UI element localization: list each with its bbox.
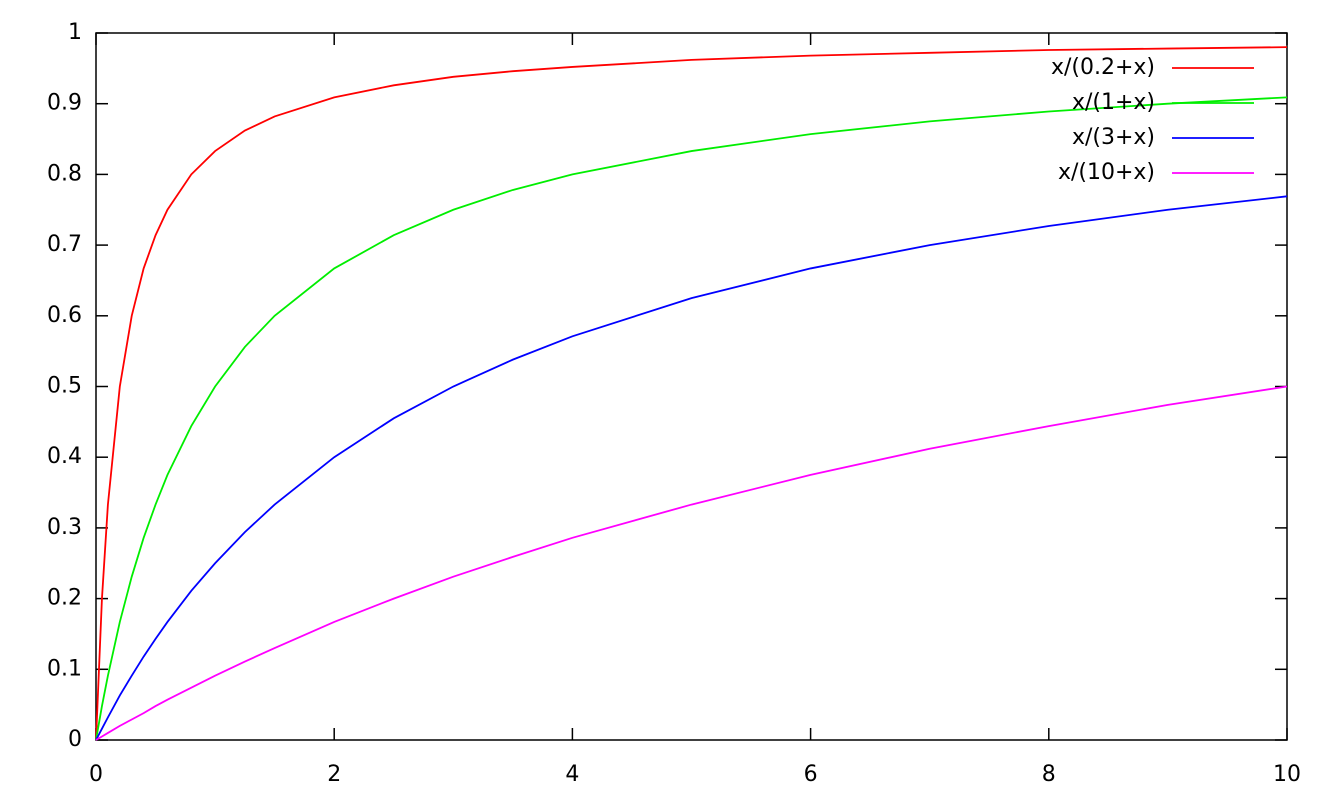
legend-label: x/(3+x) [1072,125,1155,150]
series-line [95,46,1288,741]
y-tick-label: 0.3 [47,515,82,540]
legend-label: x/(10+x) [1058,160,1155,185]
y-tick-label: 0.4 [47,444,82,469]
x-tick-label: 10 [1273,762,1301,787]
y-tick-label: 0 [68,727,82,752]
y-tick-label: 0.8 [47,161,82,186]
x-tick-label: 8 [1042,762,1056,787]
y-tick-label: 0.1 [47,656,82,681]
y-tick-label: 0.6 [47,303,82,328]
series-line [95,195,1288,741]
legend-label: x/(0.2+x) [1051,55,1155,80]
y-tick-label: 0.2 [47,586,82,611]
y-tick-label: 0.9 [47,91,82,116]
x-tick-label: 6 [804,762,818,787]
y-tick-label: 1 [68,20,82,45]
legend-label: x/(1+x) [1072,90,1155,115]
x-tick-label: 4 [565,762,579,787]
y-tick-label: 0.7 [47,232,82,257]
y-tick-label: 0.5 [47,374,82,399]
series-line [95,96,1288,741]
x-tick-label: 0 [89,762,103,787]
x-tick-label: 2 [327,762,341,787]
series-line [95,385,1288,741]
